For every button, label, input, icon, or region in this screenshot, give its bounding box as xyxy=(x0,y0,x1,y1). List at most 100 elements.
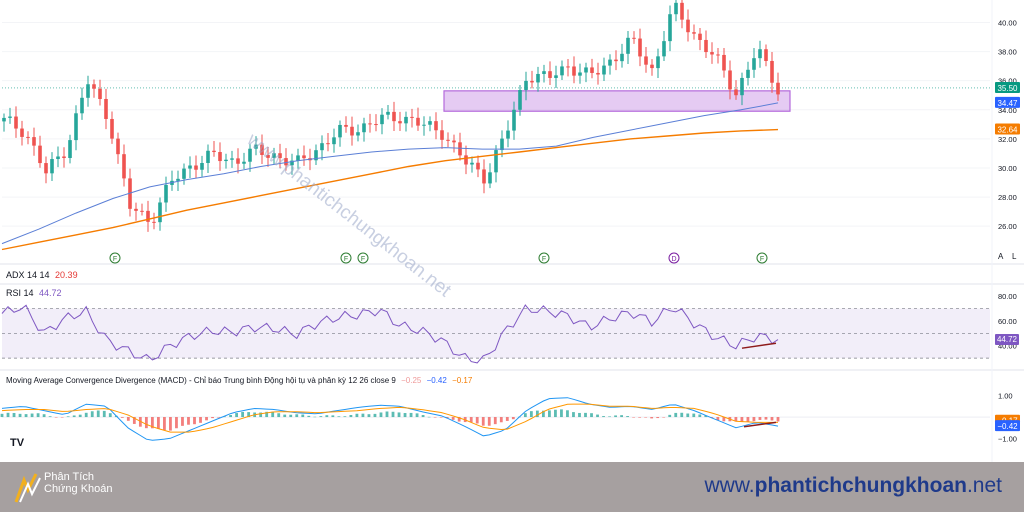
macd-histogram-bar xyxy=(96,410,100,418)
auto-scale-button[interactable]: A xyxy=(998,252,1004,261)
candle-body xyxy=(458,142,462,156)
tradingview-logo: TV xyxy=(10,437,25,449)
macd-histogram-bar xyxy=(277,413,281,418)
macd-histogram-bar xyxy=(487,417,491,426)
candle-body xyxy=(434,121,438,131)
candle-body xyxy=(92,84,96,89)
macd-histogram-bar xyxy=(157,417,160,429)
macd-histogram-bar xyxy=(229,415,232,418)
candle-body xyxy=(350,126,354,136)
macd-tick-label: 1.00 xyxy=(998,392,1013,401)
candle-body xyxy=(764,49,768,61)
candle-body xyxy=(758,49,762,59)
macd-histogram-bar xyxy=(632,417,636,418)
candle-body xyxy=(644,56,648,65)
candle-body xyxy=(44,163,48,174)
candle-body xyxy=(674,2,678,15)
candle-body xyxy=(392,111,396,122)
macd-histogram-bar xyxy=(48,416,52,418)
macd-legend: Moving Average Convergence Divergence (M… xyxy=(6,376,472,385)
candle-body xyxy=(596,72,600,75)
macd-histogram-bar xyxy=(746,417,750,422)
financials-marker xyxy=(340,252,352,264)
macd-histogram-bar xyxy=(469,417,473,423)
macd-histogram-bar xyxy=(138,417,142,427)
chart-area[interactable]: 40.00 38.00 36.00 34.00 32.00 30.00 28.00 26.00… xyxy=(0,0,1024,462)
macd-histogram-bar xyxy=(638,417,642,418)
candle-body xyxy=(410,116,414,118)
candle-body xyxy=(578,72,582,76)
rsi-tick-label: 40.00 xyxy=(998,342,1017,351)
chart-canvas[interactable]: 40.00 38.00 36.00 34.00 32.00 30.00 28.00 26.00… xyxy=(0,0,1024,462)
candle-body xyxy=(476,162,480,170)
macd-histogram-bar xyxy=(199,417,202,423)
candle-body xyxy=(218,152,222,162)
event-marker-label: F xyxy=(542,256,546,263)
candle-body xyxy=(740,77,744,96)
price-tick-label: 28.00 xyxy=(998,193,1017,202)
candle-body xyxy=(656,56,660,69)
rsi-price-tag: 44.72 xyxy=(995,334,1019,345)
candle-body xyxy=(278,153,282,159)
candle-body xyxy=(356,132,360,136)
candle-body xyxy=(14,116,18,129)
macd-histogram-bar xyxy=(169,417,172,431)
candle-body xyxy=(446,139,450,141)
price-tag-label: 35.50 xyxy=(997,84,1018,93)
macd-histogram-bar xyxy=(758,417,762,420)
macd-value-2: −0.42 xyxy=(426,376,447,385)
event-marker-label: F xyxy=(760,256,764,263)
macd-histogram-bar xyxy=(42,414,46,418)
candle-body xyxy=(260,144,264,155)
macd-histogram-bar xyxy=(84,412,88,418)
macd-histogram-bar xyxy=(415,413,419,418)
candle-body xyxy=(620,53,624,62)
macd-value-3: −0.17 xyxy=(452,376,473,385)
macd-histogram-bar xyxy=(427,416,431,418)
macd-histogram-bar xyxy=(523,413,527,418)
candle-body xyxy=(284,158,288,166)
macd-histogram-bar xyxy=(66,416,70,418)
macd-histogram-bar xyxy=(668,414,672,418)
brand-logo-icon xyxy=(14,473,41,503)
candle-body xyxy=(662,41,666,57)
macd-histogram-bar xyxy=(301,414,305,418)
macd-histogram-bar xyxy=(451,417,455,420)
candle-body xyxy=(464,155,468,165)
ma-line-long xyxy=(1,128,779,251)
candle-body xyxy=(776,82,780,95)
macd-histogram-bar xyxy=(644,417,648,418)
macd-histogram-bar xyxy=(150,417,154,429)
candle-body xyxy=(86,84,90,98)
candle-body xyxy=(566,66,570,68)
macd-histogram-bar xyxy=(90,411,94,418)
log-scale-button[interactable]: L xyxy=(1012,252,1017,261)
candle-body xyxy=(32,137,36,146)
rsi-divergence-line xyxy=(741,342,777,349)
candle-body xyxy=(554,75,558,78)
website-link[interactable]: www.phantichchungkhoan.net xyxy=(704,474,1002,498)
macd-divergence-line xyxy=(743,421,777,428)
macd-histogram-bar xyxy=(548,410,551,418)
candle-body xyxy=(176,178,180,181)
macd-histogram-bar xyxy=(349,415,353,418)
brand-line-1: Phân Tích xyxy=(44,471,94,483)
candle-body xyxy=(386,111,390,115)
price-tick-label: 38.00 xyxy=(998,48,1017,57)
macd-histogram-bar xyxy=(331,415,335,418)
candle-body xyxy=(26,136,30,138)
macd-histogram-bar xyxy=(734,417,738,422)
macd-histogram-bar xyxy=(361,413,365,418)
macd-histogram-bar xyxy=(650,417,654,419)
macd-histogram-bar xyxy=(325,415,329,418)
macd-histogram-bar xyxy=(499,417,503,423)
candle-body xyxy=(272,153,276,158)
macd-histogram-bar xyxy=(385,411,389,418)
candle-body xyxy=(572,66,576,76)
candle-body xyxy=(302,155,306,159)
macd-histogram-bar xyxy=(126,417,130,421)
macd-histogram-bar xyxy=(481,417,485,426)
candle-body xyxy=(488,172,492,184)
macd-histogram-bar xyxy=(584,412,587,418)
candle-body xyxy=(686,19,690,33)
